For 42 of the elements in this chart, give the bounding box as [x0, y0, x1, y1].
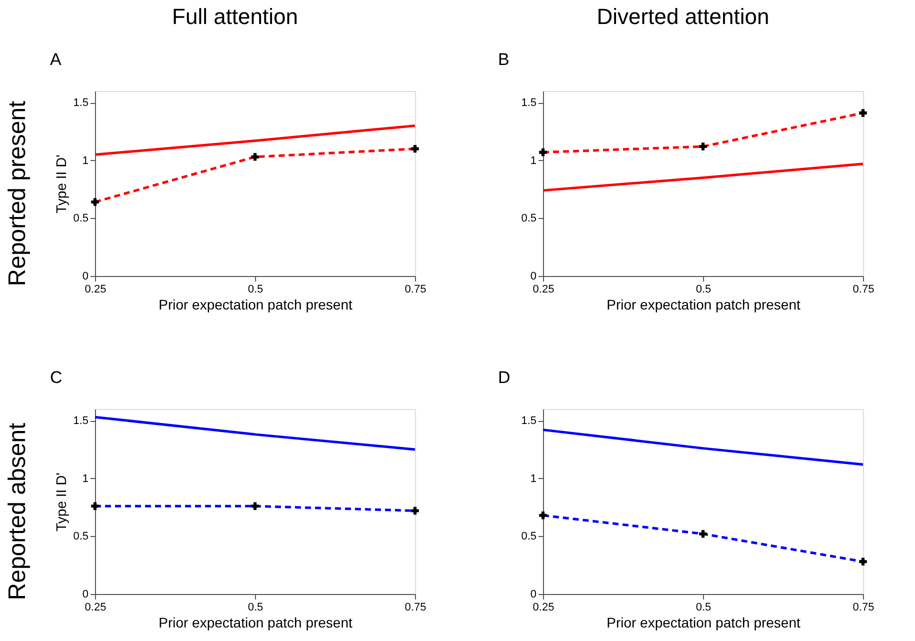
- x-tick-label: 0.5: [696, 284, 712, 296]
- y-tick-label: 1.5: [521, 415, 536, 428]
- x-tick-label: 0.25: [532, 284, 554, 296]
- y-tick-label: 1: [530, 472, 536, 485]
- text: Reported absent: [4, 422, 31, 600]
- x-tick-label: 0.5: [248, 284, 264, 296]
- chart-title: C: [50, 368, 62, 387]
- text: Diverted attention: [596, 4, 770, 29]
- x-tick-label: 0.25: [532, 602, 554, 614]
- y-tick-label: 0.5: [73, 530, 88, 543]
- y-tick-label: 0.5: [73, 212, 88, 225]
- x-axis-title: Prior expectation patch present: [606, 296, 800, 312]
- y-tick-label: 1: [82, 154, 88, 167]
- text: Reported present: [4, 100, 31, 286]
- x-tick-label: 0.25: [84, 602, 106, 614]
- x-tick-label: 0.75: [852, 284, 874, 296]
- text: Full attention: [172, 4, 298, 29]
- chart-title: D: [498, 368, 510, 387]
- y-tick-label: 0: [530, 588, 536, 600]
- chart-title: B: [498, 50, 510, 69]
- y-tick-label: 0: [82, 588, 88, 600]
- y-tick-label: 1: [82, 472, 88, 485]
- y-tick-label: 1: [530, 154, 536, 167]
- y-tick-label: 1.5: [73, 97, 88, 110]
- y-tick-label: 0: [82, 270, 88, 282]
- y-axis-title: Type II D': [53, 154, 70, 214]
- chart-title: A: [50, 50, 62, 69]
- y-tick-label: 0.5: [521, 530, 536, 543]
- y-tick-label: 1.5: [73, 415, 88, 428]
- x-tick-label: 0.75: [404, 602, 426, 614]
- y-tick-label: 1.5: [521, 97, 536, 110]
- y-tick-label: 0: [530, 270, 536, 282]
- x-tick-label: 0.75: [852, 602, 874, 614]
- x-tick-label: 0.75: [404, 284, 426, 296]
- x-axis-title: Prior expectation patch present: [606, 614, 800, 630]
- x-axis-title: Prior expectation patch present: [158, 296, 352, 312]
- y-tick-label: 0.5: [521, 212, 536, 225]
- x-tick-label: 0.25: [84, 284, 106, 296]
- x-axis-title: Prior expectation patch present: [158, 614, 352, 630]
- x-tick-label: 0.5: [696, 602, 712, 614]
- y-axis-title: Type II D': [53, 472, 70, 532]
- x-tick-label: 0.5: [248, 602, 264, 614]
